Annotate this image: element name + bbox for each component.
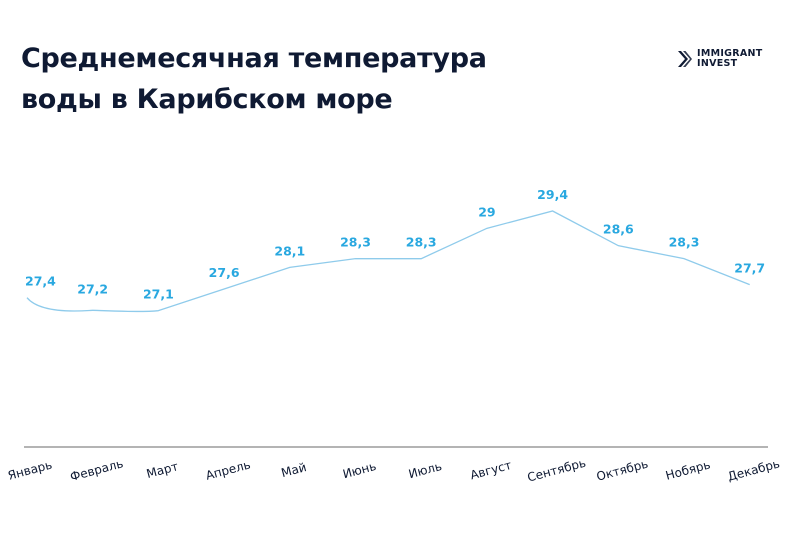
data-label-10: 28,6 <box>603 222 634 237</box>
x-tick-label-6: Июнь <box>341 459 377 481</box>
x-tick-label-3: Март <box>145 459 180 481</box>
data-label-6: 28,3 <box>340 235 371 250</box>
x-tick-label-11: Нобярь <box>664 457 712 482</box>
data-label-11: 28,3 <box>669 235 700 250</box>
x-tick-label-4: Апрель <box>204 457 252 482</box>
data-label-5: 28,1 <box>274 243 305 258</box>
x-tick-label-10: Октябрь <box>595 457 650 484</box>
data-label-2: 27,2 <box>77 281 108 296</box>
data-label-3: 27,1 <box>143 287 174 302</box>
data-label-7: 28,3 <box>406 235 437 250</box>
x-tick-label-5: Май <box>280 460 308 480</box>
data-label-1: 27,4 <box>25 274 56 289</box>
x-tick-label-1: Январь <box>6 458 53 483</box>
immigrant-invest-logo-icon <box>678 51 692 67</box>
data-label-8: 29 <box>478 204 495 219</box>
x-tick-label-9: Сентябрь <box>526 456 587 485</box>
data-label-9: 29,4 <box>537 187 568 202</box>
chart-title: Среднемесячная температура воды в Карибс… <box>21 38 541 120</box>
series-line <box>26 210 750 313</box>
x-tick-label-2: Февраль <box>69 456 125 484</box>
chart-title-line-1: Среднемесячная температура <box>21 43 487 74</box>
x-tick-label-7: Июль <box>407 459 443 481</box>
chart-title-line-2: воды в Карибском море <box>21 84 393 115</box>
data-label-4: 27,6 <box>209 265 240 280</box>
x-tick-label-12: Декабрь <box>726 456 781 483</box>
logo-text-line-2: INVEST <box>697 58 738 69</box>
logo-text-line-1: IMMIGRANT <box>697 48 763 59</box>
x-tick-label-8: Август <box>469 458 513 482</box>
data-label-12: 27,7 <box>734 261 765 276</box>
brand-logo: IMMIGRANT INVEST <box>676 46 763 72</box>
